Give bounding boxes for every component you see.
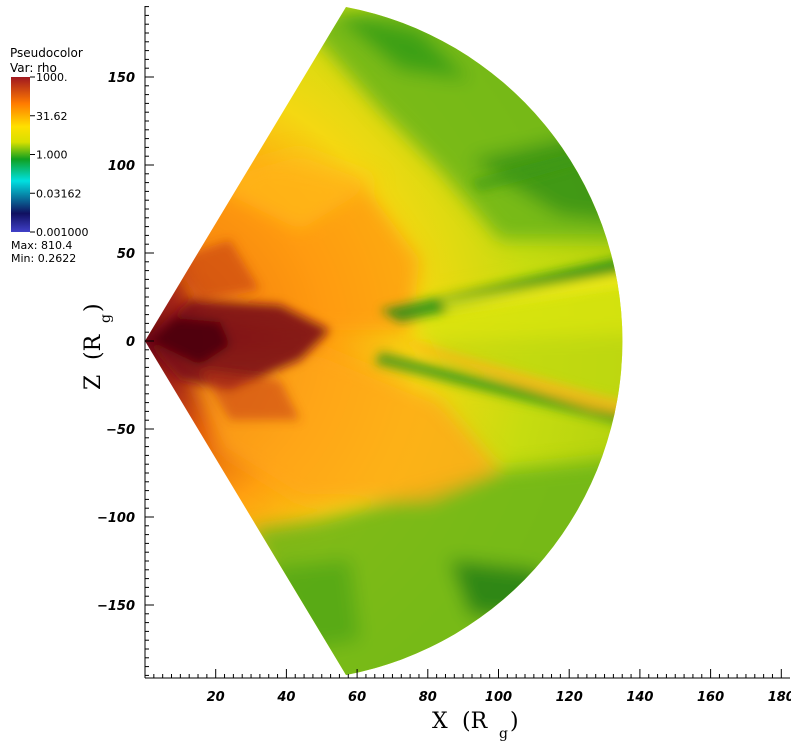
x-tick-label: 80 <box>419 690 437 705</box>
x-axis-title: X (R g ) <box>432 709 519 742</box>
x-axis-unit-subscript: g <box>499 726 508 742</box>
legend-min: Min: 0.2622 <box>11 252 76 265</box>
y-axis-unit: (R <box>81 333 106 360</box>
legend-tick-label: 31.62 <box>36 110 68 123</box>
x-axis-ticks: 20 40 60 80 100 120 140 160 180 <box>144 669 791 705</box>
legend-title: Pseudocolor <box>10 46 83 60</box>
axes <box>144 6 790 679</box>
y-axis-ticks: 150 100 50 0 −50 −100 −150 <box>97 6 154 676</box>
x-tick-label: 60 <box>348 690 366 705</box>
legend-colorbar <box>11 77 30 232</box>
density-field <box>145 7 623 675</box>
y-axis-label: Z <box>81 375 106 390</box>
legend-tick-label: 0.03162 <box>36 187 82 200</box>
x-tick-label: 120 <box>556 690 583 705</box>
y-tick-label: 50 <box>117 247 135 262</box>
y-axis-unit-subscript: g <box>98 314 114 323</box>
x-axis-label: X <box>432 709 448 734</box>
legend-max: Max: 810.4 <box>11 239 72 252</box>
x-axis-unit: (R <box>462 709 489 734</box>
legend-tick-label: 0.001000 <box>36 226 89 239</box>
y-tick-label: 0 <box>126 335 135 350</box>
x-tick-label: 140 <box>626 690 653 705</box>
x-axis-unit-close: ) <box>510 709 519 734</box>
y-tick-label: 150 <box>108 71 135 86</box>
y-tick-label: −150 <box>97 599 135 614</box>
x-tick-label: 40 <box>276 690 295 705</box>
y-tick-label: −50 <box>106 423 135 438</box>
legend-variable: Var: rho <box>10 61 57 75</box>
x-tick-label: 20 <box>207 690 225 705</box>
y-tick-label: −100 <box>97 511 135 526</box>
x-tick-label: 180 <box>768 690 791 705</box>
color-legend: Pseudocolor Var: rho 1000. 31.62 1.000 0.03… <box>10 46 89 265</box>
x-tick-label: 160 <box>697 690 724 705</box>
legend-ticks: 1000. 31.62 1.000 0.03162 0.001000 <box>30 71 89 239</box>
y-tick-label: 100 <box>108 159 135 174</box>
x-tick-label: 100 <box>485 690 512 705</box>
legend-tick-label: 1.000 <box>36 149 68 162</box>
legend-tick-label: 1000. <box>36 71 68 84</box>
y-axis-unit-close: ) <box>81 303 106 312</box>
y-axis-title: Z (R g ) <box>81 303 114 390</box>
